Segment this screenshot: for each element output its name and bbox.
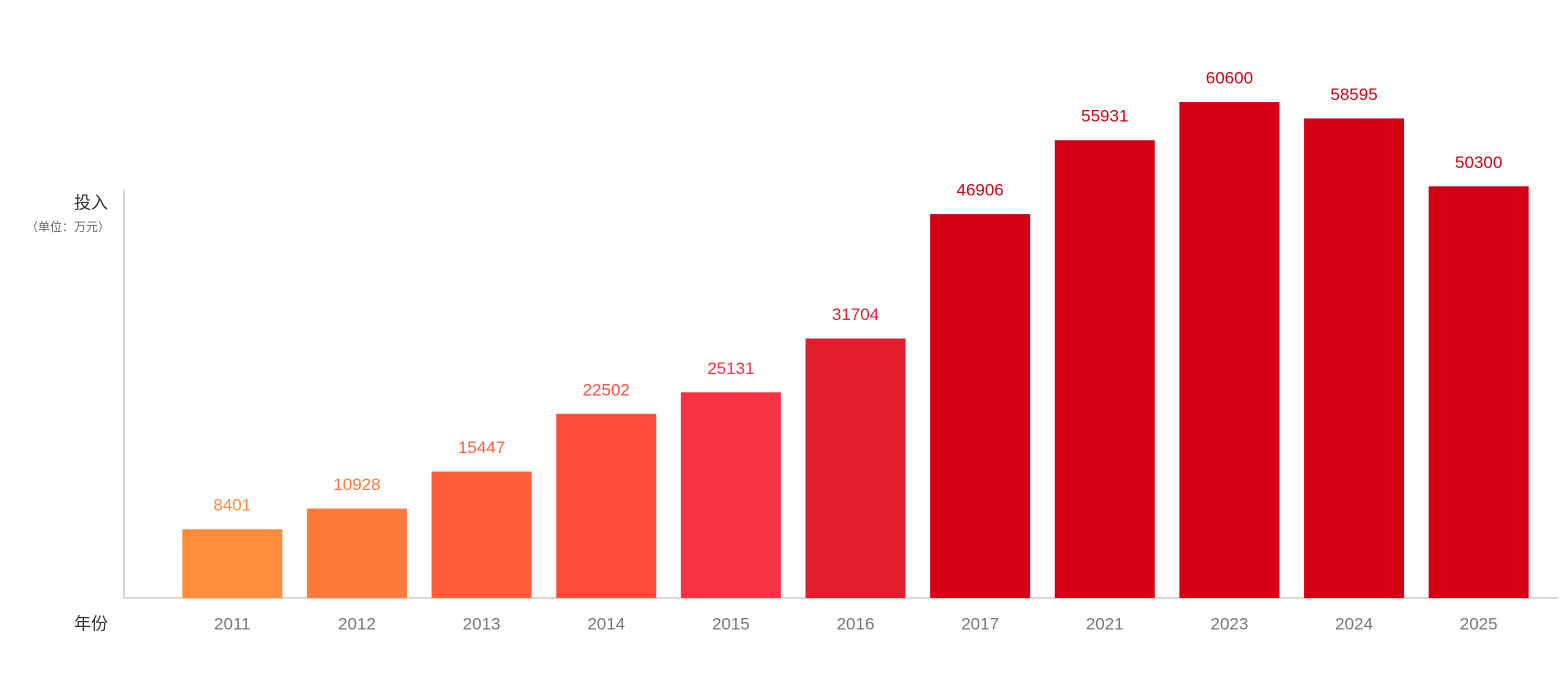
x-tick-label: 2023 [1210, 614, 1248, 633]
bar [805, 338, 906, 598]
bar [1179, 102, 1280, 598]
x-tick-label: 2015 [712, 614, 750, 633]
bar [1054, 140, 1155, 599]
value-label: 50300 [1455, 153, 1502, 172]
bar [1304, 118, 1405, 599]
x-tick-label: 2014 [587, 614, 625, 633]
value-label: 25131 [707, 359, 754, 378]
bar [182, 529, 283, 598]
value-label: 10928 [333, 475, 380, 494]
x-tick-label: 2012 [338, 614, 376, 633]
y-axis-unit: （单位：万元） [26, 219, 110, 234]
x-axis-title: 年份 [74, 614, 108, 633]
bar [680, 392, 781, 598]
x-tick-label: 2013 [463, 614, 501, 633]
bar [556, 413, 657, 598]
bar [306, 508, 407, 598]
value-label: 60600 [1206, 68, 1253, 87]
bar [1428, 186, 1529, 598]
value-label: 31704 [832, 305, 879, 324]
x-tick-label: 2025 [1460, 614, 1498, 633]
x-tick-label: 2024 [1335, 614, 1373, 633]
value-label: 55931 [1081, 107, 1128, 126]
x-tick-label: 2017 [961, 614, 999, 633]
value-label: 8401 [213, 496, 251, 515]
x-tick-label: 2021 [1086, 614, 1124, 633]
y-axis-title: 投入 [74, 193, 108, 212]
value-label: 15447 [458, 438, 505, 457]
value-label: 58595 [1330, 85, 1377, 104]
value-label: 22502 [583, 380, 630, 399]
x-tick-label: 2011 [214, 614, 251, 633]
value-label: 46906 [956, 181, 1003, 200]
bar [431, 471, 532, 598]
bar [930, 214, 1031, 599]
x-tick-label: 2016 [837, 614, 875, 633]
